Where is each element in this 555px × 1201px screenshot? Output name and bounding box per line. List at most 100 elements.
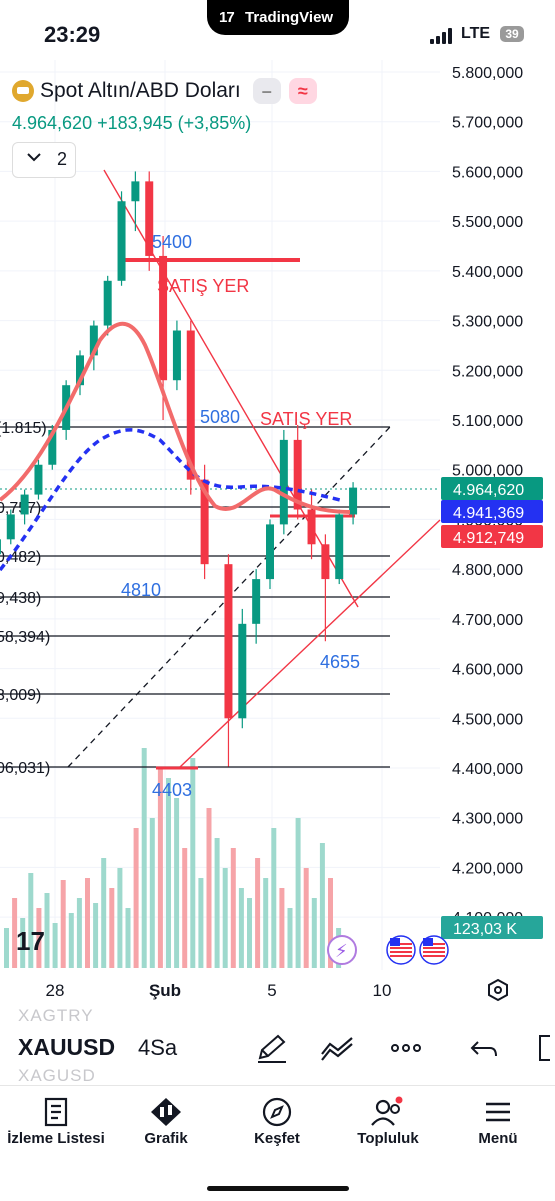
- network-label: LTE: [461, 25, 491, 42]
- flag-canton: [423, 938, 433, 946]
- last-price: 4.964,620: [12, 113, 93, 133]
- candle-body: [103, 280, 112, 326]
- app-pill: 17 TradingView: [207, 0, 349, 35]
- volume-bar: [133, 828, 139, 968]
- price-badge: [441, 500, 543, 523]
- undo-icon: [470, 1041, 497, 1057]
- fullscreen-button[interactable]: [530, 1030, 555, 1066]
- volume-bar: [190, 758, 196, 968]
- time-tick-label: 5: [267, 981, 276, 1000]
- ticker-symbol[interactable]: XAUUSD: [18, 1034, 116, 1060]
- price-tick-label: 4.200,000: [452, 860, 523, 877]
- price-badge-label: 4.964,620: [453, 482, 524, 499]
- volume-bar: [287, 908, 293, 968]
- volume-bar: [311, 898, 317, 968]
- fib-label: 9,438): [0, 590, 41, 607]
- indicators-toggle[interactable]: 2: [12, 142, 76, 178]
- wave-icon[interactable]: ≈: [288, 78, 317, 104]
- interval-button[interactable]: 4Sa: [138, 1035, 178, 1060]
- nav-explore[interactable]: Keşfet: [232, 1094, 322, 1147]
- volume-bar: [263, 878, 269, 968]
- symbol-name[interactable]: Spot Altın/ABD Doları: [40, 79, 241, 102]
- price-tick-label: 4.700,000: [452, 612, 523, 629]
- price-tick-label: 4.600,000: [452, 662, 523, 679]
- volume-bar: [36, 908, 42, 968]
- candle-body: [293, 439, 302, 510]
- expand-icon: [539, 1035, 550, 1061]
- volume-bar: [206, 808, 212, 968]
- time-tick-label: 28: [46, 981, 65, 1000]
- price-tick-label: 4.500,000: [452, 711, 523, 728]
- tradingview-logo-icon: 17: [219, 9, 235, 26]
- price-tick-label: 5.400,000: [452, 264, 523, 281]
- pen-icon: [258, 1034, 286, 1063]
- fib-label: (1.815): [0, 420, 47, 437]
- annotation-sell-2: SATIŞ YER: [260, 409, 352, 429]
- more-button[interactable]: [386, 1030, 426, 1066]
- price-change: +183,945 (+3,85%): [97, 113, 252, 133]
- battery-icon: 39: [500, 26, 524, 42]
- pen-tool-button[interactable]: [252, 1030, 292, 1066]
- price-tick-label: 5.100,000: [452, 413, 523, 430]
- candle-body: [266, 524, 274, 580]
- candle-body: [186, 330, 195, 480]
- hamburger-icon: [486, 1102, 510, 1122]
- time-axis: 28 Şub 5 10: [46, 978, 508, 1002]
- nav-community[interactable]: Topluluk: [345, 1094, 431, 1147]
- price-tick-label: 5.200,000: [452, 363, 523, 380]
- volume-bar: [238, 888, 244, 968]
- trend-lines-icon: [321, 1037, 353, 1061]
- candle-body: [172, 330, 181, 381]
- chevron-down-icon: [25, 148, 43, 171]
- volume-bar: [12, 898, 18, 968]
- symbol-header[interactable]: Spot Altın/ABD Doları – ≈: [12, 78, 317, 104]
- volume-bar: [157, 768, 163, 968]
- volume-bar: [174, 798, 180, 968]
- flag-canton: [390, 938, 400, 946]
- candle-body: [307, 509, 316, 545]
- candle-body: [6, 514, 15, 540]
- nav-menu[interactable]: Menü: [456, 1094, 540, 1147]
- nav-chart[interactable]: Grafik: [118, 1094, 214, 1147]
- chart-area[interactable]: (1.815)0,757)0,482)9,438)58,394)3,009)06…: [0, 60, 555, 1075]
- candle-body: [117, 201, 126, 281]
- nav-label: Keşfet: [254, 1130, 300, 1147]
- price-badge-label: 4.912,749: [453, 530, 524, 547]
- volume-bar: [125, 908, 131, 968]
- candle-body: [131, 181, 140, 202]
- signal-icon: [430, 28, 454, 44]
- price-tick-label: 4.400,000: [452, 761, 523, 778]
- nav-watchlist[interactable]: İzleme Listesi: [4, 1094, 108, 1147]
- candle-body: [200, 479, 209, 565]
- volume-bar: [141, 748, 147, 968]
- candle-body: [279, 439, 288, 525]
- candle-body: [76, 355, 84, 386]
- nav-label: İzleme Listesi: [7, 1130, 105, 1147]
- candle-body: [0, 539, 1, 555]
- volume-bar: [198, 878, 204, 968]
- ma-red: [0, 321, 351, 514]
- price-tick-label: 4.800,000: [452, 562, 523, 579]
- price-badge: [441, 477, 543, 500]
- price-tick-label: 5.800,000: [452, 65, 523, 82]
- indicator-count: 2: [57, 149, 68, 169]
- trend-tool-button[interactable]: [318, 1030, 358, 1066]
- annotation-4810: 4810: [121, 580, 161, 600]
- lightning-glyph: ⚡: [335, 941, 348, 962]
- volume-bar: [303, 868, 309, 968]
- time-tick-label: 10: [373, 981, 392, 1000]
- price-axis: 5.800,000 5.700,000 5.600,000 5.500,000 5.40…: [16, 65, 543, 965]
- minus-icon[interactable]: –: [252, 78, 281, 104]
- candle-body: [224, 564, 233, 719]
- price-tick-label: 4.300,000: [452, 811, 523, 828]
- price-badge: [441, 525, 543, 548]
- moving-averages: [0, 321, 351, 572]
- volume-bar: [182, 848, 188, 968]
- undo-button[interactable]: [466, 1030, 506, 1066]
- nav-label: Grafik: [144, 1130, 188, 1147]
- price-badge-label: 4.941,369: [453, 505, 524, 522]
- chart-canvas[interactable]: (1.815)0,757)0,482)9,438)58,394)3,009)06…: [0, 60, 555, 1075]
- volume-bar: [101, 858, 107, 968]
- volume-bars: [4, 748, 342, 968]
- volume-bar: [93, 903, 99, 968]
